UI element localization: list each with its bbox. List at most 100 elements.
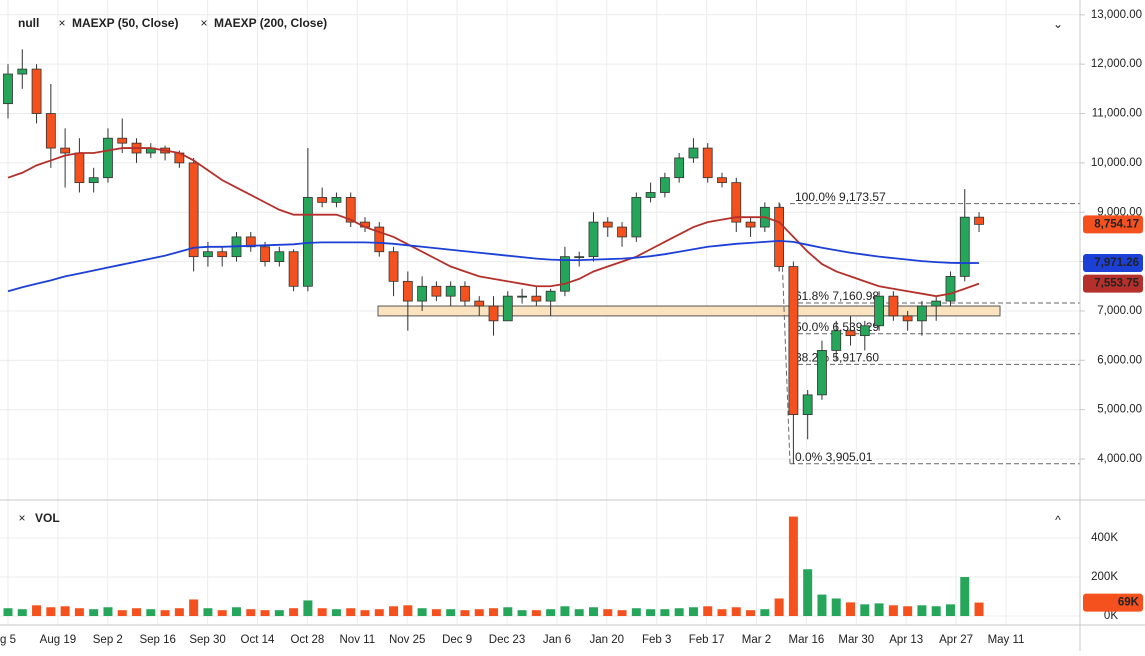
y-tick-label: 11,000.00 <box>1092 108 1142 120</box>
candle-body <box>959 216 970 277</box>
support-zone <box>377 305 1001 317</box>
candle-body <box>631 197 642 238</box>
candle-body <box>945 276 956 302</box>
volume-bar <box>174 608 184 617</box>
candle-body <box>203 251 213 258</box>
x-tick-label: Mar 2 <box>742 634 771 646</box>
x-tick-label: May 11 <box>988 634 1025 646</box>
close-icon[interactable]: × <box>18 511 25 525</box>
candle-body <box>103 137 113 179</box>
candle-body <box>345 197 356 223</box>
volume-bar <box>903 606 913 617</box>
volume-title: VOL <box>35 511 60 525</box>
candle-body <box>331 197 342 203</box>
candle-body <box>817 350 827 396</box>
fib-label: 38.2% 5,917.60 <box>795 351 879 365</box>
volume-bar <box>717 609 727 617</box>
candle-body <box>474 300 485 307</box>
volume-bar <box>374 609 384 617</box>
y-tick-label: 0K <box>1104 610 1118 622</box>
x-tick-label: g 5 <box>0 634 16 646</box>
price-tag: 8,754.17 <box>1094 218 1139 230</box>
volume-bar <box>417 608 427 617</box>
candle-body <box>460 285 470 302</box>
volume-bar <box>631 608 641 617</box>
x-tick-label: Dec 9 <box>442 634 472 646</box>
x-tick-label: Oct 28 <box>290 634 324 646</box>
candle-body <box>645 192 656 198</box>
candle-body <box>917 305 927 322</box>
candle-body <box>431 285 442 297</box>
volume-bar <box>246 609 256 617</box>
volume-bar <box>817 594 827 617</box>
x-tick-label: Sep 30 <box>189 634 225 646</box>
candle-body <box>288 251 299 287</box>
volume-bar <box>617 610 627 617</box>
volume-bar <box>531 610 541 617</box>
candle-body <box>788 266 799 416</box>
x-tick-label: Jan 20 <box>590 634 625 646</box>
x-tick-label: Jan 6 <box>543 634 571 646</box>
candle-body <box>859 325 870 337</box>
candle-body <box>188 162 199 258</box>
x-tick-label: Mar 30 <box>838 634 874 646</box>
y-tick-label: 7,000.00 <box>1097 305 1142 317</box>
moving-average <box>7 239 980 293</box>
candle-body <box>60 147 71 154</box>
volume-panel <box>3 516 984 617</box>
candle-body <box>831 330 842 351</box>
candle-body <box>588 221 599 258</box>
candle-body <box>45 113 56 149</box>
volume-bar <box>874 603 884 617</box>
price-panel: 100.0% 9,173.57 61.8% 7,160.98 50.0% 6,539… <box>3 49 1080 465</box>
volume-bar <box>274 610 284 617</box>
candle-body <box>417 285 428 302</box>
candle-body <box>388 251 399 282</box>
volume-bar <box>674 608 684 617</box>
x-tick-label: Apr 27 <box>939 634 973 646</box>
volume-bar <box>360 610 370 617</box>
x-tick-label: Sep 2 <box>93 634 123 646</box>
volume-bar <box>60 606 70 617</box>
volume-bar <box>774 598 784 617</box>
volume-bar <box>103 607 113 617</box>
legend-entry: null <box>18 16 39 30</box>
volume-bar <box>945 604 955 617</box>
candle-body <box>17 68 28 75</box>
candle-body <box>217 251 228 258</box>
volume-bar <box>17 609 27 617</box>
x-tick-label: Nov 11 <box>340 634 376 646</box>
volume-bar <box>860 604 870 617</box>
candle-body <box>445 285 456 297</box>
volume-bar <box>546 609 556 617</box>
collapse-chevron[interactable]: ⌄ <box>1053 17 1063 31</box>
expand-chevron[interactable]: ^ <box>1055 513 1061 527</box>
candle-body <box>31 68 42 114</box>
axes: 4,000.005,000.006,000.007,000.008,000.00… <box>0 9 1143 646</box>
price-tag-bg <box>1083 215 1143 234</box>
volume-bar <box>217 610 227 617</box>
x-tick-label: Feb 17 <box>689 634 725 646</box>
volume-bar <box>517 610 527 617</box>
volume-bar <box>603 609 613 617</box>
volume-bar <box>646 609 656 617</box>
volume-bar <box>460 610 470 617</box>
candle-body <box>874 295 884 327</box>
fib-label: 100.0% 9,173.57 <box>795 190 886 204</box>
remove-icon[interactable]: × <box>58 16 65 30</box>
y-tick-label: 4,000.00 <box>1097 453 1142 465</box>
volume-bar <box>446 609 456 617</box>
volume-bar <box>74 608 84 617</box>
ma-tag-bg <box>1083 254 1143 273</box>
volume-bar <box>146 609 156 617</box>
x-tick-label: Feb 3 <box>642 634 671 646</box>
remove-icon[interactable]: × <box>200 16 207 30</box>
candle-body <box>517 295 527 298</box>
candle-body <box>659 177 670 193</box>
fib-label: 61.8% 7,160.98 <box>795 289 879 303</box>
volume-bar <box>731 607 741 617</box>
candle-body <box>602 221 613 228</box>
volume-tag-bg <box>1083 593 1143 612</box>
